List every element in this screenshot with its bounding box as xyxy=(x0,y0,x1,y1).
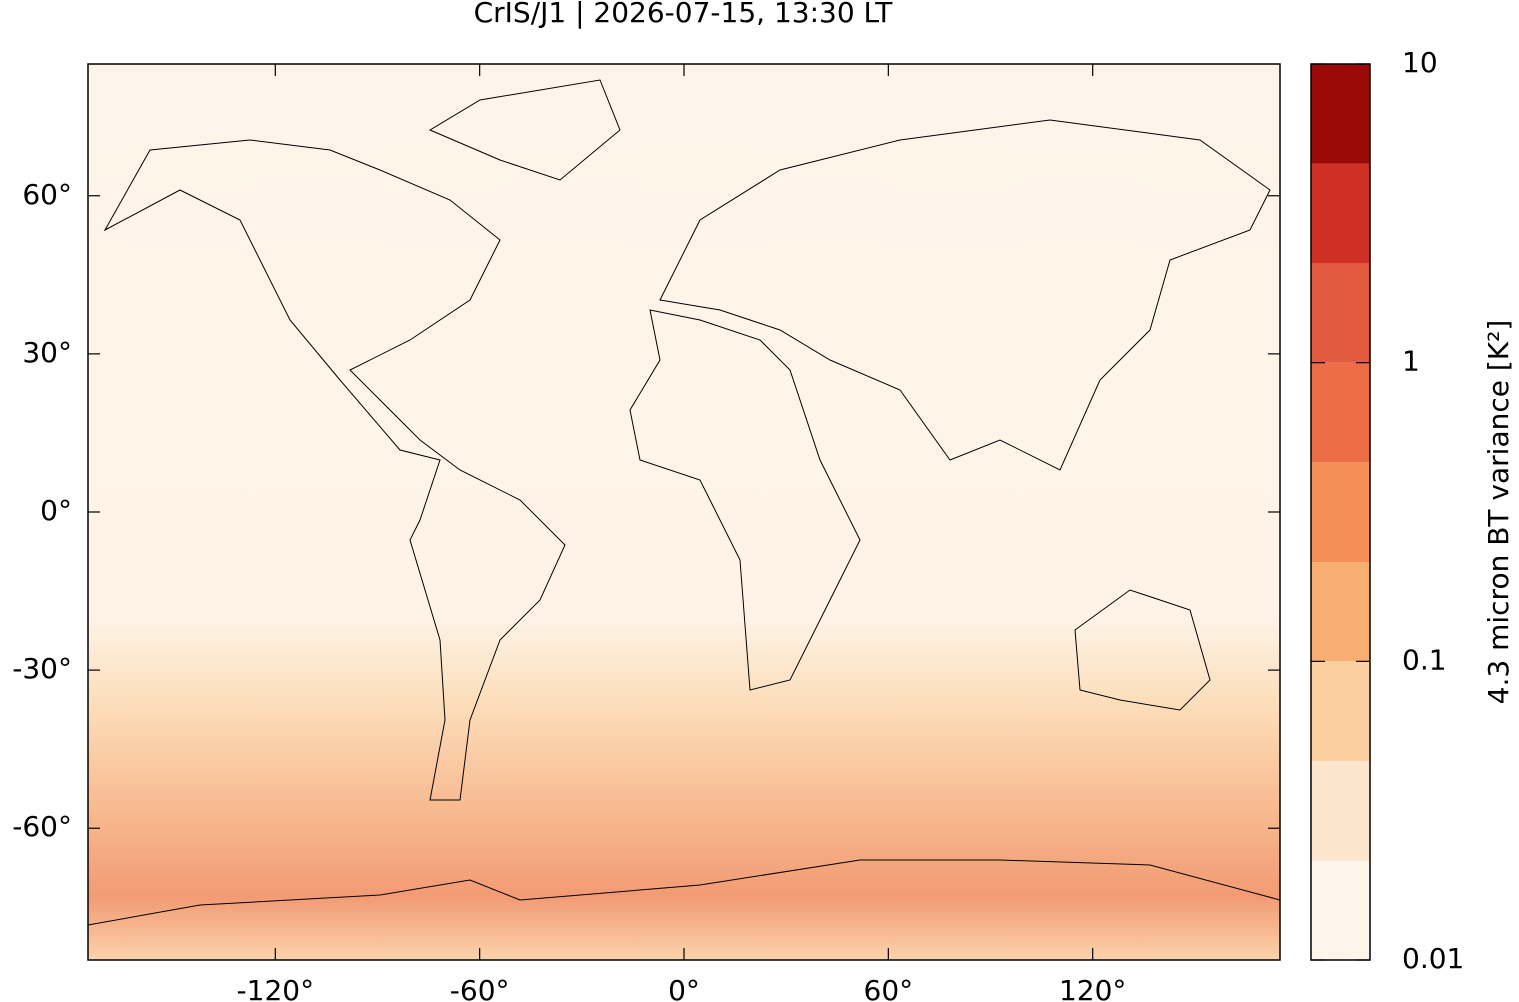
x-tick-label: -60° xyxy=(450,974,510,1002)
colorbar-level xyxy=(1311,64,1370,164)
y-tick-label: 30° xyxy=(22,336,72,369)
colorbar-tick-label: 10 xyxy=(1402,46,1438,79)
x-tick-label: 120° xyxy=(1059,974,1126,1002)
colorbar-level xyxy=(1311,860,1370,960)
colorbar-level xyxy=(1311,562,1370,662)
colorbar-frame xyxy=(1310,63,1371,961)
variance-field xyxy=(88,64,1280,960)
colorbar-tick-label: 1 xyxy=(1402,345,1420,378)
chart-title: CrIS/J1 | 2026-07-15, 13:30 LT xyxy=(474,0,894,29)
colorbar-level xyxy=(1311,163,1370,264)
y-tick-label: 0° xyxy=(40,494,72,527)
colorbar-level xyxy=(1311,462,1370,563)
colorbar-tick-label: 0.01 xyxy=(1402,942,1464,975)
colorbar-level xyxy=(1311,263,1370,363)
colorbar-tick-label: 0.1 xyxy=(1402,643,1447,676)
x-tick-label: -120° xyxy=(237,974,315,1002)
y-tick-label: 60° xyxy=(22,178,72,211)
colorbar-level xyxy=(1311,661,1370,761)
colorbar-label: 4.3 micron BT variance [K²] xyxy=(1482,320,1515,705)
coastlines xyxy=(87,79,1281,926)
x-tick-label: 0° xyxy=(668,974,700,1002)
colorbar-level xyxy=(1311,362,1370,463)
x-tick-label: 60° xyxy=(864,974,914,1002)
colorbar-level xyxy=(1311,760,1370,861)
y-tick-label: -60° xyxy=(12,810,72,843)
y-tick-label: -30° xyxy=(12,652,72,685)
